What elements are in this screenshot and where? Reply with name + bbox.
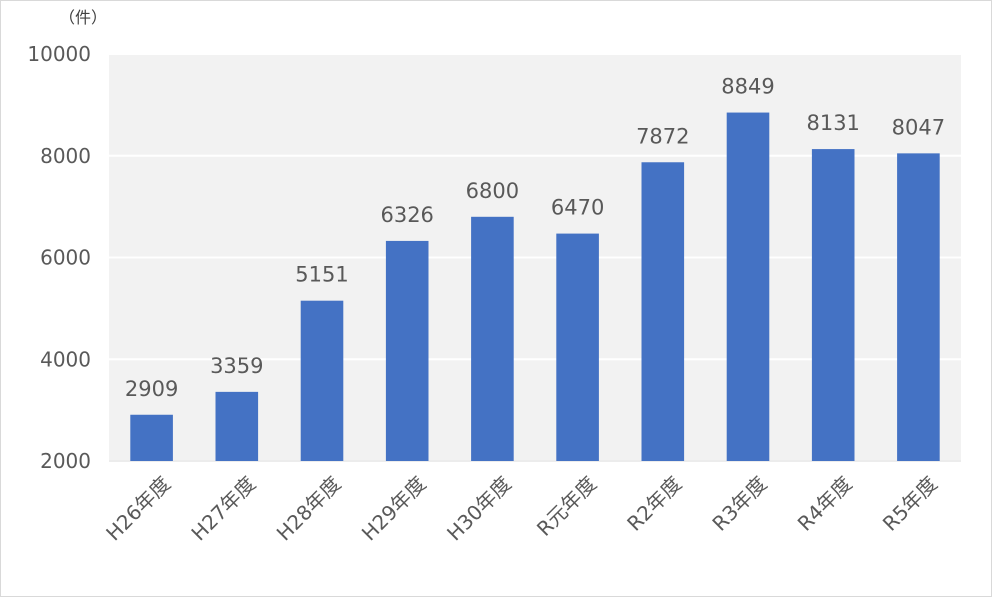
bar	[641, 162, 685, 461]
y-tick-label: 2000	[40, 449, 91, 473]
data-label: 6800	[466, 179, 519, 203]
y-tick-label: 6000	[40, 246, 91, 270]
data-label: 6326	[380, 203, 433, 227]
x-category-label: R2年度	[622, 472, 686, 536]
x-category-label: R5年度	[878, 472, 942, 536]
data-label: 8849	[721, 75, 774, 99]
y-axis-unit-label: （件）	[59, 8, 107, 27]
bar	[300, 300, 344, 461]
bar	[215, 391, 259, 461]
y-tick-label: 10000	[27, 42, 91, 66]
bar	[811, 149, 855, 461]
data-label: 8131	[806, 111, 859, 135]
bar	[897, 153, 940, 461]
data-labels: 2909 3359 5151 6326 6800 6470 7872 8849 8131 8047	[125, 75, 945, 401]
data-label: 6470	[551, 196, 604, 220]
bars	[130, 112, 940, 461]
x-category-label: R元年度	[532, 472, 601, 541]
x-category-label: H28年度	[272, 472, 346, 546]
x-category-label: R3年度	[707, 472, 771, 536]
y-axis-ticks: 2000 4000 6000 8000 10000	[27, 42, 91, 473]
x-category-label: H29年度	[357, 472, 431, 546]
data-label: 2909	[125, 377, 178, 401]
bar	[385, 240, 429, 461]
data-label: 5151	[295, 263, 348, 287]
y-tick-label: 8000	[40, 144, 91, 168]
data-label: 7872	[636, 124, 689, 148]
bar	[471, 216, 514, 461]
y-tick-label: 4000	[40, 347, 91, 371]
x-category-label: H27年度	[186, 472, 260, 546]
x-axis-categories: H26年度 H27年度 H28年度 H29年度 H30年度 R元年度 R2年度 R3年度 R4年…	[101, 472, 942, 546]
bar	[130, 414, 173, 461]
x-category-label: R4年度	[793, 472, 857, 536]
x-category-label: H30年度	[442, 472, 516, 546]
bar	[726, 112, 770, 461]
x-category-label: H26年度	[101, 472, 175, 546]
bar	[556, 233, 599, 461]
data-label: 8047	[892, 115, 945, 139]
data-label: 3359	[210, 354, 263, 378]
